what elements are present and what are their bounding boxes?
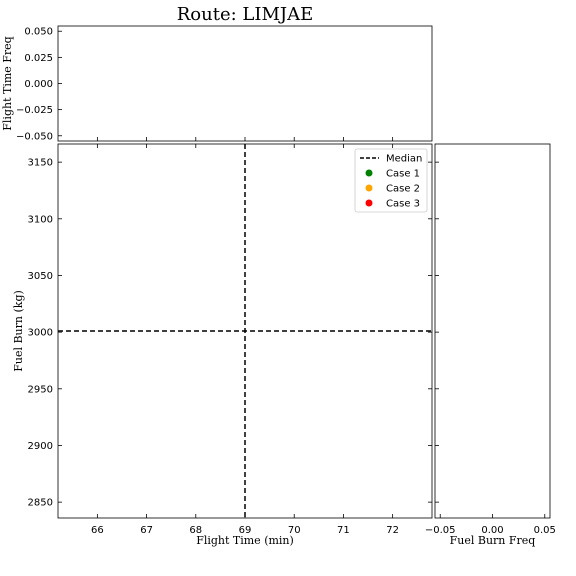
top-histogram-panel: 0.050 0.025 0.000 −0.025 −0.050 Flight Time … (1, 25, 433, 142)
main-y-tick-label: 2950 (28, 384, 53, 395)
right-histogram-panel: −0.05 0.00 0.05 Fuel Burn Freq (425, 143, 556, 547)
top-y-tick-label: −0.025 (16, 105, 53, 116)
top-histogram-frame (57, 25, 433, 142)
main-y-tick-label: 3000 (28, 328, 53, 339)
legend-swatch-case-1 (365, 169, 373, 177)
right-histogram-x-ticks: −0.05 0.00 0.05 (425, 514, 556, 536)
legend-swatch-case-2 (365, 184, 373, 192)
right-x-tick-label: 0.05 (534, 525, 556, 536)
top-histogram-x-ticks (96, 137, 394, 141)
legend-items: Median Case 1 Case 2 Case 3 (360, 154, 422, 210)
main-y-tick-label: 2850 (28, 498, 53, 509)
main-scatter-panel: 2850 2900 2950 3000 3050 3100 3150 66 67 68 69 70 7… (12, 143, 433, 547)
right-histogram-x-label: Fuel Burn Freq (450, 534, 536, 547)
main-y-tick-label: 3150 (28, 158, 53, 169)
main-y-ticks: 2850 2900 2950 3000 3050 3100 3150 (28, 158, 432, 509)
top-y-tick-label: 0.050 (24, 27, 53, 38)
main-y-tick-label: 3050 (28, 271, 53, 282)
legend-box (354, 148, 428, 213)
legend-label-case-2: Case 2 (386, 184, 420, 195)
main-y-tick-label: 2900 (28, 441, 53, 452)
chart-title: Route: LIMJAE (177, 4, 314, 25)
right-x-tick-label: 0.00 (481, 525, 503, 536)
main-y-axis-label: Fuel Burn (kg) (12, 290, 25, 372)
main-y-tick-label: 3100 (28, 214, 53, 225)
main-x-tick-label: 66 (91, 525, 104, 536)
top-y-tick-label: 0.025 (24, 53, 53, 64)
legend: Median Case 1 Case 2 Case 3 (354, 148, 428, 213)
right-x-tick-label: −0.05 (425, 525, 456, 536)
legend-swatch-case-3 (365, 199, 373, 207)
main-x-tick-label: 68 (189, 525, 202, 536)
top-histogram-y-ticks: 0.050 0.025 0.000 −0.025 −0.050 (16, 27, 62, 142)
top-y-tick-label: 0.000 (24, 79, 53, 90)
main-x-tick-label: 69 (239, 525, 252, 536)
main-x-tick-label: 67 (140, 525, 153, 536)
legend-label-case-1: Case 1 (386, 169, 420, 180)
main-x-tick-label: 72 (386, 525, 399, 536)
legend-label-median: Median (386, 154, 422, 165)
main-x-tick-label: 71 (337, 525, 350, 536)
right-histogram-y-ticks (435, 161, 439, 503)
main-x-tick-label: 70 (288, 525, 301, 536)
top-histogram-y-label: Flight Time Freq (1, 36, 14, 130)
main-x-axis-label: Flight Time (min) (196, 534, 294, 547)
top-y-tick-label: −0.050 (16, 131, 53, 142)
legend-label-case-3: Case 3 (386, 199, 420, 210)
right-histogram-frame (434, 143, 551, 519)
